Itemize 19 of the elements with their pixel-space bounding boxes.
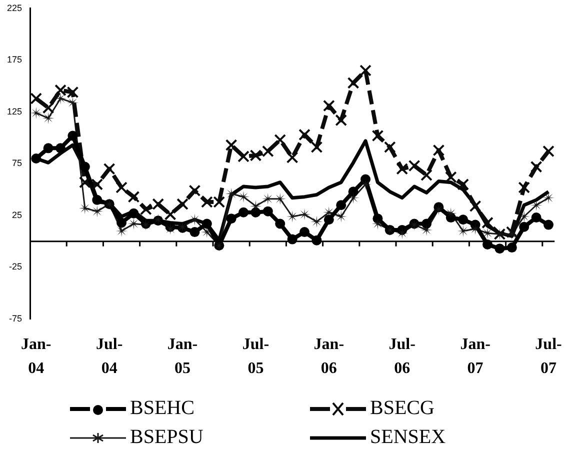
y-tick-label: 225 [6,2,22,13]
x-tick-label: Jan-04 [21,336,52,378]
x-tick-label: Jul-06 [388,336,416,378]
x-tick-label: Jan-06 [314,336,344,378]
legend-label: SENSEX [370,426,446,449]
y-tick-label: 125 [6,106,22,116]
legend-label: BSECG [370,397,434,420]
y-tick-label: -25 [9,262,22,272]
y-tick-label: 75 [12,158,22,168]
legend-label: BSEPSU [130,426,204,449]
y-tick-label: -75 [9,313,22,324]
legend-label: BSEHC [130,397,194,420]
x-tick-label: Jan-07 [460,336,490,378]
x-tick-label: Jul-04 [96,336,123,378]
y-tick-label: 25 [12,210,22,220]
x-tick-label: Jul-07 [535,336,562,378]
x-tick-label: Jul-05 [242,336,270,378]
x-tick-label: Jan-05 [167,336,198,378]
y-tick-label: 175 [6,54,22,65]
